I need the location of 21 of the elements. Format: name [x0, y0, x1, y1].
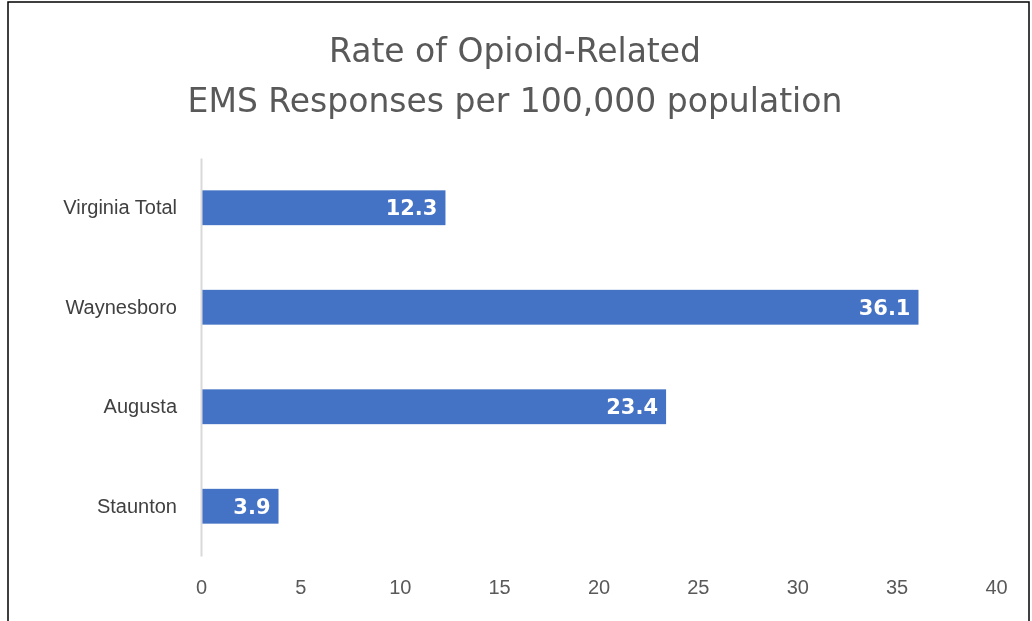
x-tick-label: 40	[985, 576, 1008, 599]
x-tick-label: 0	[195, 576, 208, 599]
bar	[201, 190, 446, 226]
y-tick-label: Augusta	[103, 395, 178, 418]
bar	[201, 289, 919, 325]
x-tick-label: 20	[587, 576, 611, 599]
bar	[201, 389, 667, 425]
chart-title: Rate of Opioid-Related EMS Responses per 100,000 population	[187, 31, 843, 120]
data-label: 12.3	[385, 196, 438, 221]
x-tick-label: 10	[389, 576, 412, 599]
x-tick-label: 15	[488, 576, 511, 599]
data-label: 3.9	[233, 494, 271, 519]
data-label: 36.1	[858, 295, 911, 320]
y-tick-label: Virginia Total	[63, 196, 177, 219]
data-label: 23.4	[606, 395, 659, 420]
x-tick-label: 5	[295, 576, 307, 599]
x-tick-label: 35	[886, 576, 909, 599]
y-tick-label: Waynesboro	[65, 295, 177, 318]
y-tick-label: Staunton	[96, 494, 177, 517]
x-tick-label: 30	[786, 576, 809, 599]
x-tick-label: 25	[687, 576, 710, 599]
